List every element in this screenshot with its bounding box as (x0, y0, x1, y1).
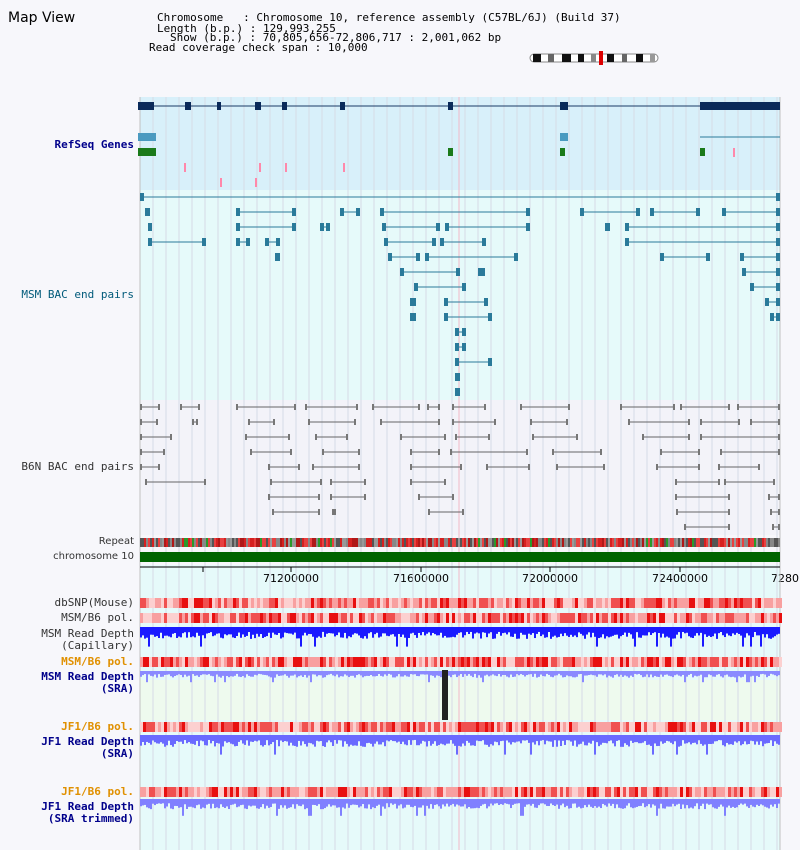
axis-tick-label: 7280 (771, 572, 799, 585)
coverage-label: Read coverage check span (149, 41, 308, 54)
label-chromosome: chromosome 10 (53, 551, 134, 562)
label-msm-bac[interactable]: MSM BAC end pairs (21, 288, 134, 301)
label-msm-depth-cap-2: (Capillary) (61, 639, 134, 652)
header-show: Show (b.p.) : 70,805,656-72,806,717 : 2,… (170, 31, 502, 44)
show-label: Show (b.p.) (170, 31, 243, 44)
length-label: Length (b.p.) (157, 22, 244, 35)
axis-tick-label: 71600000 (393, 572, 449, 585)
label-repeat: Repeat (98, 536, 134, 547)
chromosome-value: Chromosome 10, reference assembly (C57BL… (256, 11, 621, 24)
label-jf1-depth-trim: JF1 Read Depth (41, 800, 134, 813)
coverage-value: 10,000 (327, 41, 368, 54)
label-b6n-bac[interactable]: B6N BAC end pairs (21, 460, 134, 473)
label-msm-b6-pol-1: MSM/B6 pol. (61, 611, 134, 624)
label-dbsnp: dbSNP(Mouse) (54, 596, 134, 609)
label-jf1-depth-trim-2: (SRA trimmed) (47, 812, 134, 825)
msm-band (140, 190, 780, 400)
label-msm-depth-sra: MSM Read Depth (41, 670, 134, 683)
label-jf1-depth-sra-2: (SRA) (100, 747, 134, 760)
b6n-band (140, 400, 780, 535)
label-refseq[interactable]: RefSeq Genes (54, 138, 134, 151)
refseq-band (140, 97, 780, 190)
header-chromosome: Chromosome : Chromosome 10, reference as… (157, 11, 621, 24)
chromosome-label: Chromosome (157, 11, 224, 24)
view-title: Map View (8, 10, 76, 26)
show-value: 70,805,656-72,806,717 : 2,001,062 bp (262, 31, 502, 44)
axis-tick-label: 72000000 (522, 572, 578, 585)
label-msm-depth-cap: MSM Read Depth (41, 627, 134, 640)
label-jf1-b6-pol-1: JF1/B6 pol. (61, 720, 134, 733)
axis-tick-label: 72400000 (652, 572, 708, 585)
header-coverage: Read coverage check span : 10,000 (149, 41, 368, 54)
axis-tick-label: 71200000 (263, 572, 319, 585)
label-msm-depth-sra-2: (SRA) (100, 682, 134, 695)
length-value: 129,993,255 (262, 22, 336, 35)
label-msm-b6-pol-2: MSM/B6 pol. (61, 655, 134, 668)
label-jf1-b6-pol-2: JF1/B6 pol. (61, 785, 134, 798)
header-length: Length (b.p.) : 129,993,255 (157, 22, 336, 35)
label-jf1-depth-sra: JF1 Read Depth (41, 735, 134, 748)
